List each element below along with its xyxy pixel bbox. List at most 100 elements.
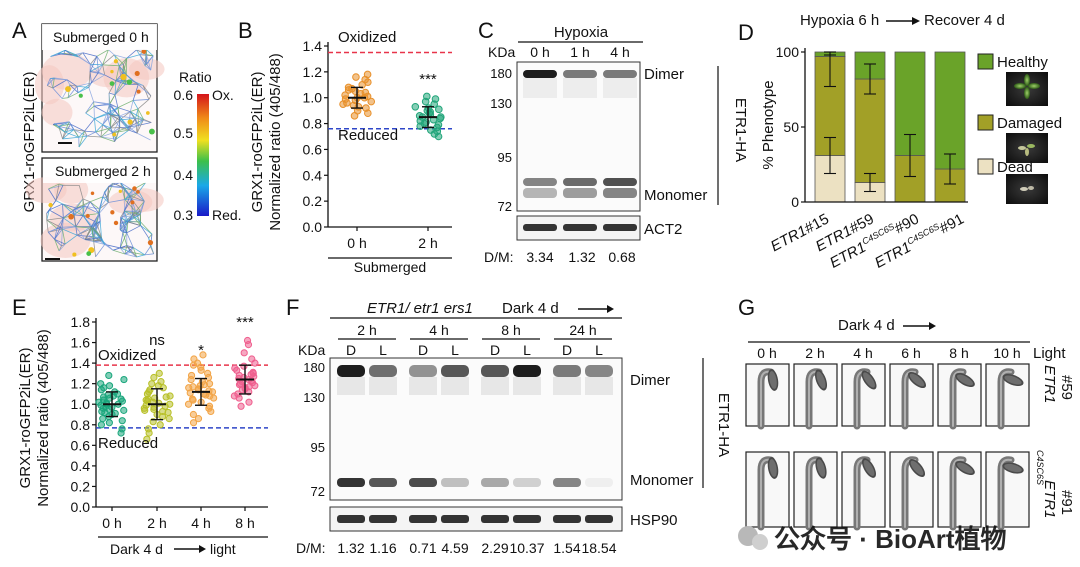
panel-g-time-label: 2 h — [805, 345, 824, 361]
panel-b-1-point — [415, 112, 424, 120]
er-tubule — [128, 118, 136, 131]
er-tubule — [76, 54, 91, 65]
er-tubule — [63, 217, 77, 227]
panel-e-2-point — [187, 371, 196, 380]
er-tubule — [124, 210, 141, 215]
panel-e-2-point — [189, 410, 198, 419]
er-tubule — [124, 195, 131, 200]
er-tubule — [143, 119, 152, 123]
etr1c4sc6s-seedling-hypocotyl-highlight — [1000, 458, 1012, 528]
er-tubule — [62, 203, 75, 216]
er-tubule — [46, 219, 49, 233]
etr1-seedling-hypocotyl-highlight — [952, 370, 964, 427]
er-puncta — [113, 59, 118, 64]
panel-g-time-label: 10 h — [993, 345, 1020, 361]
er-tubule — [92, 222, 97, 237]
er-tubule — [84, 205, 100, 210]
bar-healthy — [934, 51, 966, 170]
er-tubule — [146, 49, 154, 57]
er-puncta — [134, 70, 140, 77]
etr1-seedling-hypocotyl-highlight — [1000, 370, 1012, 427]
er-tubule — [110, 115, 112, 129]
dead-plant-rosette — [1020, 186, 1034, 191]
er-tubule — [131, 198, 145, 202]
panel-g-arrowhead — [929, 322, 936, 330]
er-tubule — [102, 186, 110, 198]
er-tubule — [64, 129, 74, 133]
panel-e-y-tick-label: 1.8 — [71, 314, 91, 330]
er-tubule — [85, 101, 94, 114]
legend-damaged-label: Damaged — [997, 115, 1062, 132]
er-tubule — [49, 203, 63, 211]
er-tubule — [135, 201, 145, 212]
panel-b-y-tick-label: 0.4 — [303, 167, 323, 183]
er-tubule — [62, 129, 75, 140]
er-tubule — [120, 217, 124, 233]
er-tubule — [82, 198, 85, 207]
er-puncta — [86, 251, 92, 256]
panel-b-0-point — [341, 91, 349, 99]
panel-b-1-point — [437, 113, 445, 121]
er-tubule — [72, 210, 75, 216]
er-tubule — [82, 213, 100, 216]
band-hsp90 — [513, 515, 541, 523]
er-tubule — [150, 246, 155, 254]
panel-e-1-point — [165, 415, 173, 423]
panel-f-lane-label: L — [595, 342, 603, 358]
panel-c-dm-1: 1.32 — [568, 249, 595, 265]
er-tubule — [144, 246, 151, 256]
panel-f-lane-label: D — [562, 342, 572, 358]
panel-c-side-label: ETR1-HA — [732, 98, 749, 162]
er-tubule — [89, 56, 98, 72]
er-tubule — [140, 225, 153, 235]
band-monomer-lower — [523, 188, 557, 198]
etr1-seedling-cotyledon-highlight — [863, 372, 875, 388]
band-dimer — [481, 365, 509, 377]
er-tubule — [120, 216, 129, 223]
er-tubule — [127, 215, 133, 223]
panel-c-dimer: Dimer — [644, 66, 684, 83]
er-tubule — [62, 203, 74, 211]
panel-c-loading-label: ACT2 — [644, 221, 682, 238]
er-tubule — [106, 107, 119, 114]
er-tubule — [124, 198, 132, 200]
er-tubule — [112, 126, 129, 134]
er-tubule — [124, 199, 137, 212]
band-monomer — [337, 478, 365, 487]
er-tubule — [98, 64, 103, 73]
panel-e-2-point — [205, 387, 213, 395]
band-monomer — [409, 478, 437, 487]
er-tubule — [123, 187, 126, 200]
er-tubule — [46, 219, 61, 228]
er-tubule — [144, 65, 152, 71]
er-tubule — [138, 191, 145, 202]
er-tubule — [114, 80, 125, 96]
er-tubule — [112, 182, 125, 189]
er-tubule — [64, 131, 79, 138]
smear — [369, 377, 397, 395]
er-tubule — [120, 217, 128, 233]
panel-b-1-point — [434, 121, 443, 129]
panel-f-dimer: Dimer — [630, 372, 670, 389]
er-tubule — [94, 118, 103, 126]
panel-e-2-point — [184, 400, 193, 408]
er-tubule — [62, 203, 77, 209]
panel-c-lane-0h: 0 h — [530, 44, 549, 60]
panel-e-3-point — [245, 398, 253, 406]
er-puncta — [90, 191, 95, 196]
er-tubule — [85, 239, 102, 242]
panel-f-arrowhead — [607, 305, 614, 313]
chart-d: 0 50 100 — [776, 44, 968, 210]
er-tubule — [102, 114, 112, 125]
panel-b-0-point — [362, 104, 370, 112]
er-tubule — [66, 79, 78, 87]
er-tubule — [62, 136, 79, 140]
legend-dead-label: Dead — [997, 159, 1033, 176]
er-tubule — [100, 127, 111, 138]
er-tubule — [101, 237, 106, 245]
panel-c-letter: C — [478, 18, 494, 43]
er-tubule — [54, 227, 61, 240]
er-tubule — [132, 100, 139, 110]
panel-g-time-label: 4 h — [853, 345, 872, 361]
er-tubule — [47, 231, 55, 240]
